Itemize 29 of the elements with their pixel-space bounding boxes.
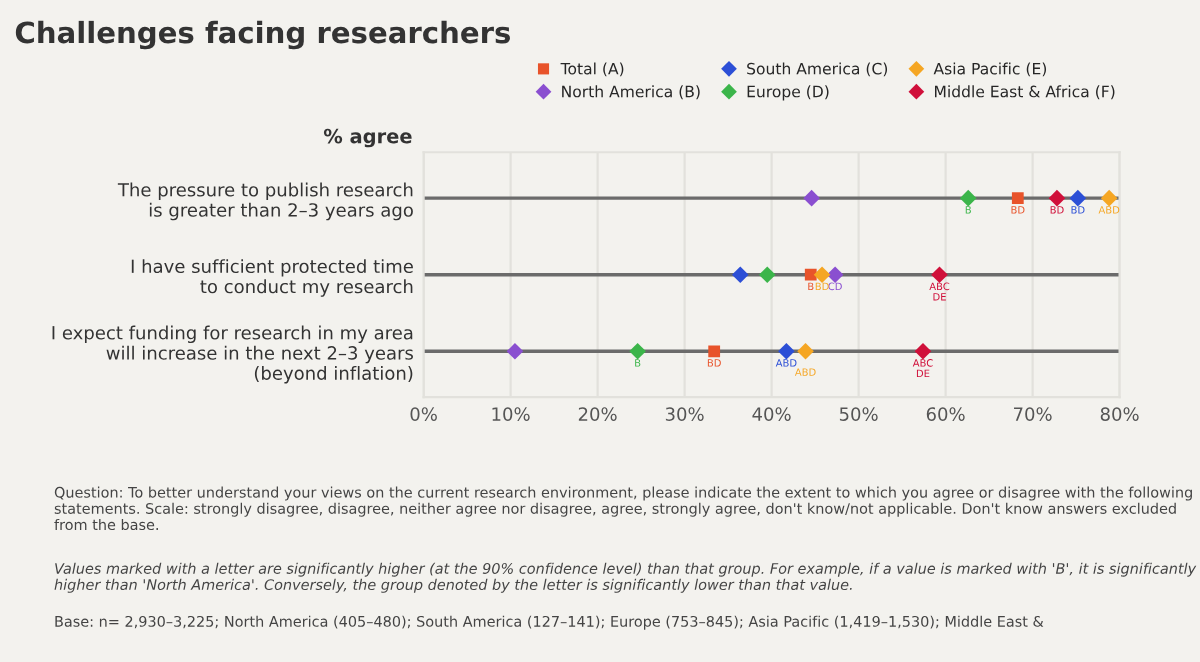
x-tick-label: 40%: [752, 407, 791, 421]
point: [629, 342, 646, 360]
x-tick-label: 30%: [665, 407, 704, 421]
x-tick-label: 10%: [492, 407, 530, 421]
x-tick-label: 50%: [839, 407, 878, 421]
x-tick-label: 60%: [926, 407, 965, 421]
point: [758, 266, 776, 284]
y-tick-label: I expect funding for research in my area will increase in the next 2–3 years (beyond inflation): [52, 325, 413, 384]
x-tick-label: 20%: [578, 407, 617, 421]
point: [778, 342, 795, 360]
point: [708, 345, 721, 358]
x-tick-label: 70%: [1014, 407, 1052, 421]
point: [1011, 192, 1024, 205]
x-tick-label: 0%: [410, 407, 437, 421]
point: [914, 342, 932, 360]
y-tick-label: The pressure to publish research is greater than 2–3 years ago: [117, 182, 413, 221]
point: [731, 266, 749, 284]
chart-title: Challenges facing researchers: [15, 20, 510, 50]
point: [1069, 189, 1087, 207]
point: [804, 268, 817, 281]
point: [803, 189, 820, 207]
point: [797, 342, 814, 360]
point: [1100, 189, 1118, 207]
x-tick-label: 80%: [1100, 407, 1139, 421]
point: [959, 189, 977, 207]
y-tick-label: I have sufficient protected time to conduct my research: [131, 259, 413, 297]
point: [1048, 189, 1066, 207]
y-axis-title: % agree: [323, 128, 412, 148]
point: [506, 342, 524, 360]
